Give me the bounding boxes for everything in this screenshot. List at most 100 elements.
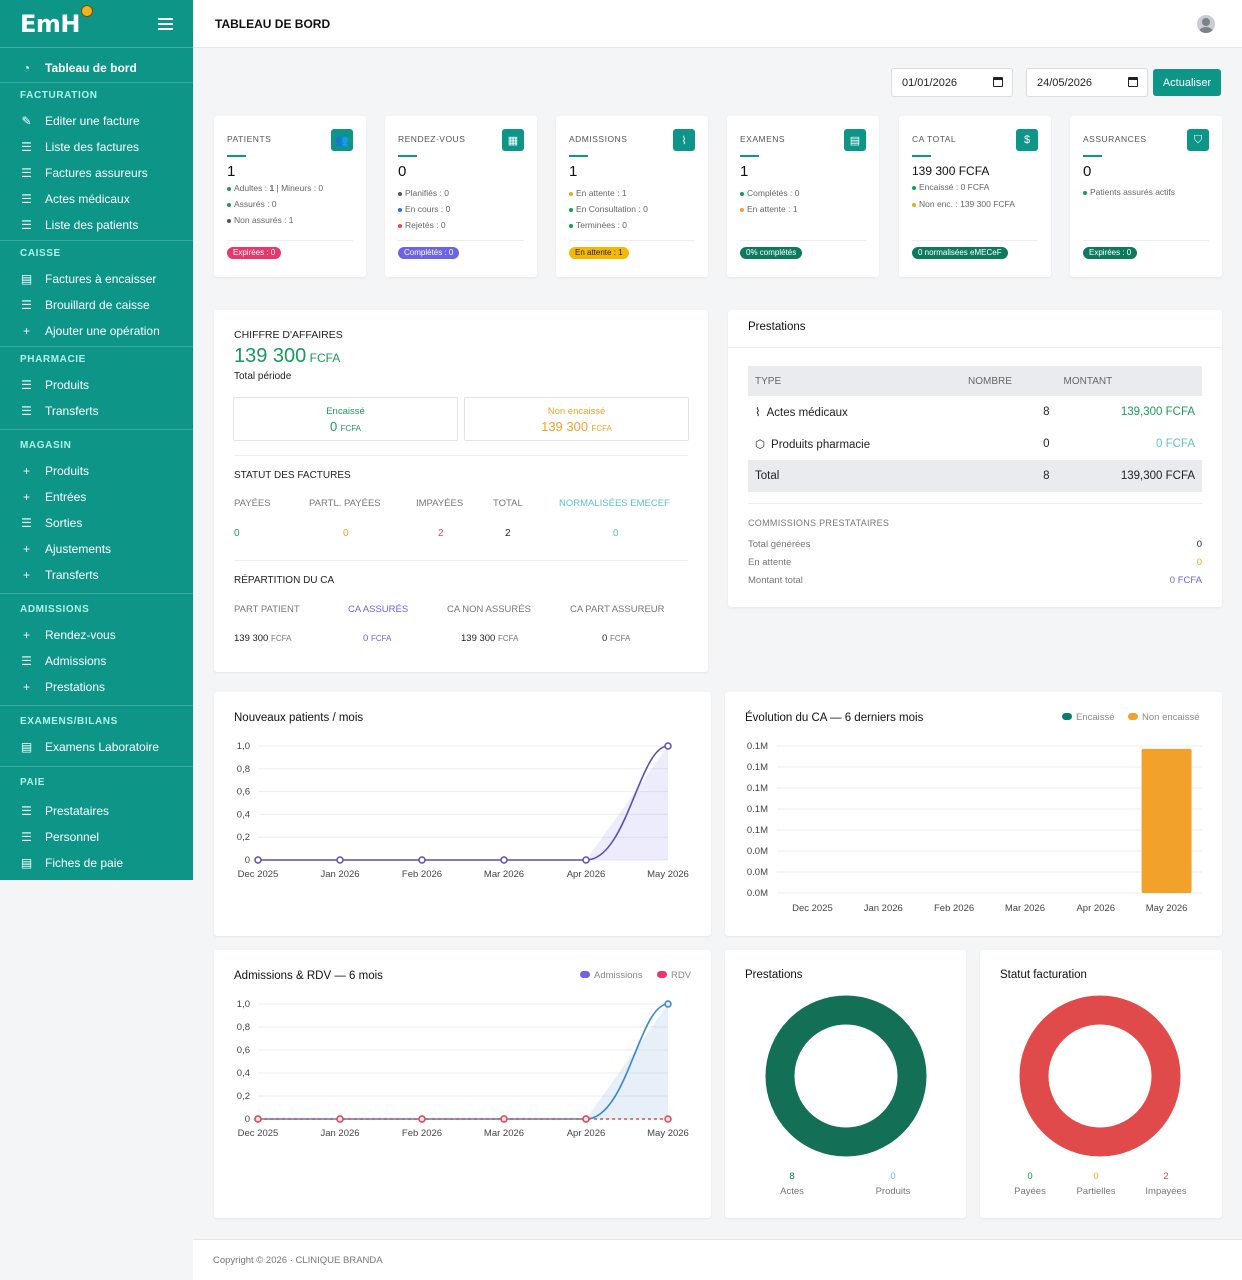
dollar-icon: $	[1016, 129, 1038, 151]
legend-rdv[interactable]: RDV	[657, 970, 691, 981]
divider	[740, 240, 866, 241]
sidebar-item-rendez-vous[interactable]: + Rendez-vous	[0, 622, 193, 648]
sidebar-item-personnel[interactable]: ☰ Personnel	[0, 824, 193, 850]
document-icon: ▤	[20, 856, 33, 870]
top-bar: TABLEAU DE BORD	[193, 0, 1242, 48]
x-tick-label: Mar 2026	[1005, 903, 1045, 914]
calendar-icon[interactable]	[1128, 77, 1138, 87]
y-tick-label: 0.1M	[747, 762, 768, 773]
sidebar-item-liste-patients[interactable]: ☰ Liste des patients	[0, 212, 193, 238]
sidebar-item-examens-labo[interactable]: ▤ Examens Laboratoire	[0, 734, 193, 760]
amount: 0	[363, 633, 369, 644]
stat-detail: Rejetés : 0	[398, 220, 446, 230]
refresh-button[interactable]: Actualiser	[1153, 69, 1221, 96]
non-encaisse-label: Non encaissé	[547, 406, 606, 417]
stat-detail-text: En attente : 1	[576, 188, 627, 198]
brand-logo[interactable]: EmH	[20, 4, 93, 38]
stat-detail-text: Assurés : 0	[234, 199, 277, 209]
date-end-input[interactable]: 24/05/2026	[1026, 68, 1148, 97]
sidebar-item-factures-assureurs[interactable]: ☰ Factures assureurs	[0, 160, 193, 186]
divider	[569, 240, 695, 241]
donut-value: 0	[1027, 1171, 1033, 1182]
sidebar-item-prestataires[interactable]: ☰ Prestataires	[0, 798, 193, 824]
stat-card-patients: PATIENTS 👥 1 Adultes : 1 | Mineurs : 0 A…	[214, 116, 366, 277]
legend-non-encaisse[interactable]: Non encaissé	[1128, 712, 1200, 723]
total-label: TOTAL	[493, 498, 523, 509]
donut-value: 0	[890, 1171, 896, 1182]
payees-value: 0	[234, 528, 240, 539]
user-avatar-icon[interactable]	[1197, 15, 1215, 33]
stat-detail-text: Non enc. : 139 300 FCFA	[919, 199, 1015, 209]
sidebar-item-ajouter-operation[interactable]: + Ajouter une opération	[0, 318, 193, 344]
section-pharmacie: PHARMACIE	[0, 346, 193, 372]
divider	[234, 560, 688, 561]
sidebar-item-label: Produits	[45, 464, 90, 478]
amount: 0	[602, 633, 608, 644]
sidebar-item-editer-facture[interactable]: ✎ Editer une facture	[0, 108, 193, 134]
legend-encaisse[interactable]: Encaissé	[1062, 712, 1115, 723]
chart-title: Statut facturation	[1000, 969, 1087, 981]
currency: FCFA	[497, 634, 519, 643]
x-tick-label: May 2026	[647, 1128, 689, 1139]
page-title: TABLEAU DE BORD	[215, 16, 331, 31]
sidebar-item-liste-factures[interactable]: ☰ Liste des factures	[0, 134, 193, 160]
sidebar-item-label: Ajustements	[45, 542, 112, 556]
legend-swatch	[657, 971, 667, 978]
table-header-row: TYPE NOMBRE MONTANT	[748, 366, 1202, 396]
sidebar-item-mag-ajustements[interactable]: + Ajustements	[0, 536, 193, 562]
stat-detail-text: Patients assurés actifs	[1090, 187, 1176, 197]
bar-non-encaisse	[1141, 748, 1192, 893]
total-label-cell: Total	[748, 460, 962, 492]
sidebar-item-pharma-transferts[interactable]: ☰ Transferts	[0, 398, 193, 424]
total-value: 2	[505, 528, 511, 539]
column-header: MONTANT	[1056, 366, 1202, 396]
status-dot	[912, 185, 916, 190]
list-icon: ☰	[21, 298, 32, 312]
amount: 139 300	[461, 633, 496, 644]
prestations-donut-card: Prestations 8 Actes 0 Produits	[725, 950, 966, 1218]
sidebar-item-label: Factures à encaisser	[45, 272, 157, 286]
date-start-input[interactable]: 01/01/2026	[891, 68, 1013, 97]
table-row: ⬡ Produits pharmacie 0 0 FCFA	[748, 428, 1202, 460]
sidebar-item-mag-produits[interactable]: + Produits	[0, 458, 193, 484]
ca-assures-value: 0 FCFA	[363, 633, 391, 644]
sidebar-item-mag-entrees[interactable]: + Entrées	[0, 484, 193, 510]
sidebar-item-dashboard[interactable]: ◔ Tableau de bord	[0, 54, 193, 82]
legend-admissions[interactable]: Admissions	[580, 970, 643, 981]
section-paie: PAIE	[0, 766, 193, 798]
stat-detail-text: Non assurés : 1	[234, 215, 294, 225]
sidebar-item-mag-sorties[interactable]: ☰ Sorties	[0, 510, 193, 536]
donut-slice-actes[interactable]	[765, 995, 927, 1157]
menu-toggle-icon[interactable]	[158, 17, 173, 30]
statut-title: STATUT DES FACTURES	[234, 470, 351, 481]
adm-chart-card: Admissions & RDV — 6 mois Admissions RDV…	[214, 950, 711, 1218]
sidebar-item-label: Produits	[45, 378, 90, 392]
sidebar-item-brouillard[interactable]: ☰ Brouillard de caisse	[0, 292, 193, 318]
footer-text: Copyright © 2026 · CLINIQUE BRANDA	[213, 1255, 383, 1266]
sidebar-item-fiches-paie[interactable]: ▤ Fiches de paie	[0, 850, 193, 876]
stat-label: ADMISSIONS	[569, 134, 628, 144]
donut-slice-impayees[interactable]	[1019, 995, 1181, 1157]
calendar-icon[interactable]	[993, 77, 1003, 87]
footer: Copyright © 2026 · CLINIQUE BRANDA	[193, 1239, 1242, 1280]
stat-label: RENDEZ-VOUS	[398, 134, 466, 144]
sidebar-item-mag-transferts[interactable]: + Transferts	[0, 562, 193, 588]
y-tick-label: 0,6	[237, 1045, 250, 1056]
norm-label: NORMALISÉES EMECEF	[559, 498, 670, 509]
sidebar-item-admissions[interactable]: ☰ Admissions	[0, 648, 193, 674]
status-dot	[227, 186, 231, 191]
sidebar-item-factures-encaisser[interactable]: ▤ Factures à encaisser	[0, 266, 193, 292]
stat-value: 1	[569, 163, 578, 180]
stat-detail-text: Planifiés : 0	[405, 188, 449, 198]
sidebar-item-prestations[interactable]: + Prestations	[0, 674, 193, 700]
sidebar-header: EmH	[0, 0, 193, 48]
stat-label: CA TOTAL	[912, 134, 957, 144]
sidebar-item-pharma-produits[interactable]: ☰ Produits	[0, 372, 193, 398]
sidebar-nav: ◔ Tableau de bord FACTURATION ✎ Editer une…	[0, 48, 193, 876]
sidebar-item-actes-medicaux[interactable]: ☰ Actes médicaux	[0, 186, 193, 212]
stat-underline	[1083, 155, 1102, 157]
section-admissions: ADMISSIONS	[0, 593, 193, 622]
sidebar: EmH ◔ Tableau de bord FACTURATION ✎ Editer…	[0, 0, 193, 880]
impayees-value: 2	[438, 528, 444, 539]
sidebar-item-label: Prestations	[45, 680, 106, 694]
